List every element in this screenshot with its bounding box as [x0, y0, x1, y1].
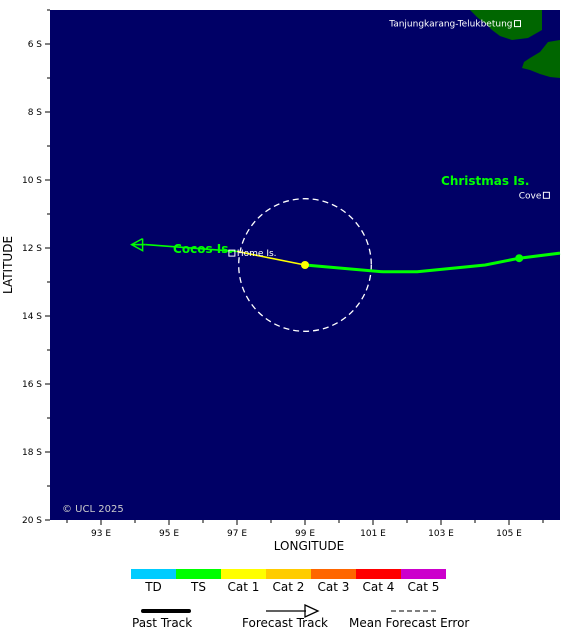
- y-tick-label: 18 S: [22, 448, 42, 458]
- y-tick-label: 12 S: [22, 244, 42, 254]
- category-label: TD: [145, 580, 162, 594]
- track-markers: [301, 254, 524, 269]
- x-tick-label: 101 E: [360, 529, 386, 539]
- x-tick-label: 95 E: [159, 529, 179, 539]
- land-java: [522, 40, 560, 78]
- copyright-text: © UCL 2025: [62, 504, 124, 515]
- x-tick-label: 99 E: [295, 529, 315, 539]
- region-label: Cocos Is.: [173, 242, 233, 256]
- place-label: Home Is.: [237, 249, 277, 259]
- forecast-segment: [236, 250, 306, 266]
- category-label: Cat 4: [362, 580, 395, 594]
- storm-track-map: Tanjungkarang-Telukbetung Cove Home Is. Ch…: [1, 9, 561, 553]
- forecast-segment: [145, 243, 238, 253]
- y-tick-label: 6 S: [28, 40, 43, 50]
- past-track-line: [304, 251, 561, 274]
- land-sumatra: [470, 10, 542, 40]
- y-axis-label: LATITUDE: [1, 236, 15, 294]
- track-legend: Past Track Forecast Track Mean Forecast …: [0, 600, 580, 639]
- latitude-ticks: 6 S 8 S 10 S 12 S 14 S 16 S 18 S 20 S: [22, 9, 50, 526]
- x-tick-label: 93 E: [91, 529, 111, 539]
- category-swatch: [176, 569, 221, 579]
- forecast-arrow-icon: [130, 237, 144, 252]
- x-axis-label: LONGITUDE: [274, 539, 344, 553]
- category-swatch: [221, 569, 266, 579]
- y-tick-label: 20 S: [22, 516, 42, 526]
- land-masses: [470, 10, 560, 78]
- track-position-marker: [301, 261, 309, 269]
- category-label: Cat 1: [227, 580, 260, 594]
- place-labels: Tanjungkarang-Telukbetung Cove Home Is.: [228, 20, 550, 259]
- past-track-label: Past Track: [132, 616, 193, 630]
- category-swatch: [131, 569, 176, 579]
- category-swatch: [401, 569, 446, 579]
- category-label: Cat 5: [407, 580, 440, 594]
- category-color-bar: [131, 569, 446, 579]
- x-tick-label: 105 E: [496, 529, 522, 539]
- y-tick-label: 14 S: [22, 312, 42, 322]
- forecast-error-circle: [238, 198, 372, 332]
- forecast-track-label: Forecast Track: [242, 616, 328, 630]
- track-legend-symbols: [141, 603, 437, 619]
- x-tick-label: 97 E: [227, 529, 247, 539]
- y-tick-label: 10 S: [22, 176, 42, 186]
- track-position-marker: [515, 254, 524, 263]
- category-swatch: [356, 569, 401, 579]
- place-label: Tanjungkarang-Telukbetung: [388, 20, 512, 30]
- place-marker: [542, 191, 550, 199]
- mean-error-label: Mean Forecast Error: [349, 616, 470, 630]
- place-label: Cove: [519, 191, 542, 201]
- longitude-ticks: 93 E 95 E 97 E 99 E 101 E 103 E 105 E: [66, 520, 544, 539]
- category-swatch: [311, 569, 356, 579]
- place-marker: [228, 249, 236, 257]
- category-swatch: [266, 569, 311, 579]
- category-label: TS: [191, 580, 206, 594]
- forecast-arrow-symbol-icon: [304, 603, 320, 619]
- category-label: Cat 2: [272, 580, 305, 594]
- category-labels: TD TS Cat 1 Cat 2 Cat 3 Cat 4 Cat 5: [131, 580, 446, 594]
- place-marker: [514, 20, 521, 28]
- x-tick-label: 103 E: [428, 529, 454, 539]
- y-tick-label: 8 S: [28, 108, 43, 118]
- plot-area: Tanjungkarang-Telukbetung Cove Home Is. Ch…: [50, 10, 561, 520]
- category-label: Cat 3: [317, 580, 350, 594]
- y-tick-label: 16 S: [22, 380, 42, 390]
- region-label: Christmas Is.: [441, 174, 529, 188]
- region-labels: Christmas Is. Cocos Is.: [173, 174, 529, 256]
- axes: 93 E 95 E 97 E 99 E 101 E 103 E 105 E 6 S 8 S 10…: [1, 9, 544, 553]
